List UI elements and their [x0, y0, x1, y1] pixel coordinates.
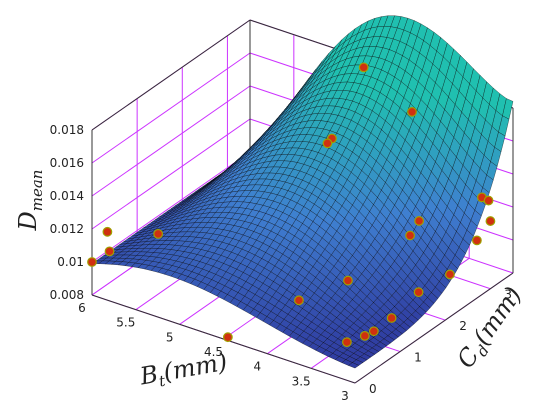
- z-tick-label: 0.012: [50, 222, 84, 236]
- grid-line: [91, 118, 251, 230]
- data-point: [87, 257, 97, 267]
- surface-mesh: [91, 15, 514, 369]
- data-point: [343, 275, 353, 286]
- x-tick-label: 3.5: [292, 374, 311, 388]
- data-point: [222, 332, 233, 343]
- data-point: [405, 230, 415, 241]
- x-tick-label: 5.5: [116, 316, 135, 330]
- y-tick-label: 2: [459, 319, 467, 333]
- z-tick-label: 0.018: [50, 123, 84, 137]
- z-tick-label: 0.01: [57, 255, 84, 269]
- x-tick-label: 6: [78, 301, 86, 315]
- x-tick-label: 3: [341, 389, 349, 402]
- data-point: [294, 295, 304, 306]
- tick-labels: 0.008 0.01 0.012 0.014 0.016 0.018 3 3.5 4 4.5 5 5.…: [50, 123, 512, 402]
- z-tick-label: 0.014: [50, 189, 84, 203]
- data-point: [483, 195, 494, 206]
- z-axis-title: Dmean: [14, 170, 46, 232]
- grid-line: [91, 85, 251, 197]
- data-point: [153, 228, 164, 239]
- data-point: [322, 138, 333, 149]
- data-point: [358, 62, 369, 73]
- data-point: [368, 326, 379, 337]
- data-point: [413, 287, 424, 298]
- data-point: [341, 337, 352, 348]
- x-tick-label: 5: [166, 330, 174, 344]
- surface-facet: [348, 362, 360, 369]
- x-tick-label: 4.5: [204, 345, 223, 359]
- data-points: [87, 62, 496, 348]
- x-tick-label: 4: [254, 360, 262, 374]
- y-tick-label: 3: [504, 288, 512, 302]
- grid-line: [91, 151, 251, 263]
- z-tick-label: 0.016: [50, 156, 84, 170]
- data-point: [485, 216, 496, 226]
- y-tick-label: 0: [369, 382, 377, 396]
- x-axis-title: Bt(mm): [137, 348, 230, 394]
- data-point: [386, 313, 397, 323]
- data-point: [104, 246, 115, 257]
- axis-edge: [354, 272, 514, 384]
- axis-edge: [91, 19, 251, 131]
- z-tick-label: 0.008: [50, 288, 84, 302]
- data-point: [359, 330, 370, 341]
- data-point: [414, 216, 425, 226]
- data-point: [471, 235, 482, 246]
- y-tick-label: 1: [414, 351, 422, 365]
- grid-line: [91, 52, 251, 164]
- data-point: [445, 269, 455, 280]
- data-point: [102, 226, 113, 237]
- data-point: [407, 106, 417, 117]
